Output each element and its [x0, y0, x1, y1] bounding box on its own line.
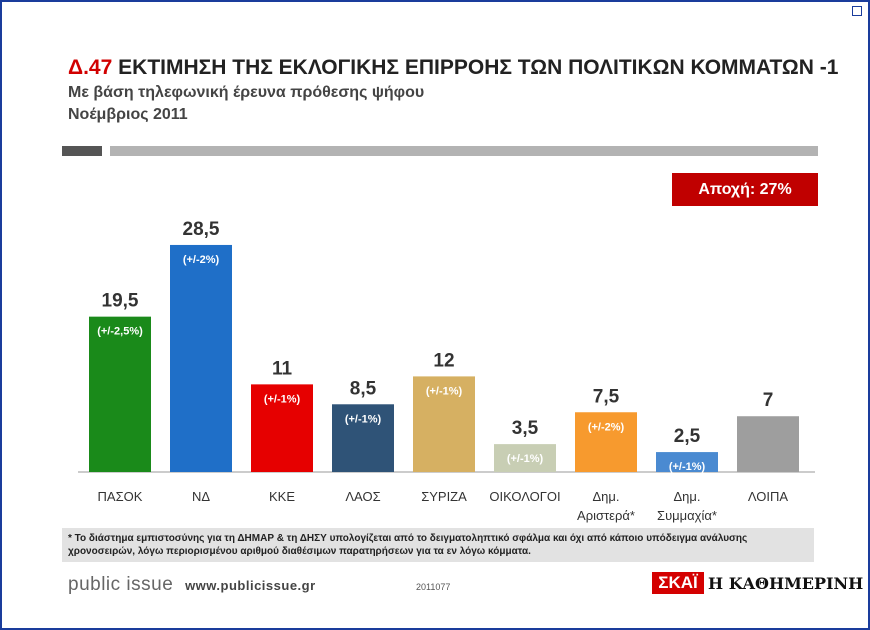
- value-label-9: 7: [763, 390, 774, 411]
- chart-title: Δ.47 ΕΚΤΙΜΗΣΗ ΤΗΣ ΕΚΛΟΓΙΚΗΣ ΕΠΙΡΡΟΗΣ ΤΩΝ…: [68, 56, 838, 80]
- margin-label-5: (+/-1%): [426, 385, 463, 397]
- bar-8: [656, 452, 718, 472]
- kathimerini-logo: Η ΚΑΘΗΜΕΡΙΝΗ: [708, 574, 864, 593]
- category-label-3: ΚΚΕ: [269, 489, 295, 504]
- value-label-7: 7,5: [593, 386, 620, 407]
- value-label-5: 12: [433, 350, 454, 371]
- margin-label-7: (+/-2%): [588, 421, 625, 433]
- margin-label-1: (+/-2,5%): [97, 326, 143, 338]
- category-label-4: ΛΑΟΣ: [345, 489, 380, 504]
- margin-label-2: (+/-2%): [183, 254, 220, 266]
- category-label-5: ΣΥΡΙΖΑ: [421, 489, 467, 504]
- category-label-9: ΛΟΙΠΑ: [748, 489, 789, 504]
- value-label-6: 3,5: [512, 418, 539, 439]
- chart-date: Νοέμβριος 2011: [68, 106, 188, 123]
- bar-9: [737, 416, 799, 472]
- value-label-4: 8,5: [350, 378, 377, 399]
- skai-logo: ΣΚΑΪ: [652, 572, 704, 594]
- bar-5: [413, 376, 475, 472]
- title-code: Δ.47: [68, 56, 113, 79]
- category-label-8: Δημ.: [673, 489, 700, 504]
- value-label-2: 28,5: [183, 219, 220, 240]
- divider-dark: [62, 146, 102, 156]
- category-label-7-line2: Αριστερά*: [577, 508, 635, 523]
- value-label-1: 19,5: [102, 291, 139, 312]
- category-label-6: ΟΙΚΟΛΟΓΟΙ: [489, 489, 560, 504]
- brand: public issue www.publicissue.gr: [68, 574, 316, 596]
- bar-1: [89, 316, 151, 472]
- brand-name: public issue: [68, 574, 174, 595]
- margin-label-6: (+/-1%): [507, 453, 544, 465]
- chart-subtitle: Με βάση τηλεφωνική έρευνα πρόθεσης ψήφου: [68, 84, 425, 101]
- value-label-8: 2,5: [674, 426, 701, 447]
- bar-4: [332, 404, 394, 472]
- category-label-7: Δημ.: [592, 489, 619, 504]
- category-label-8-line2: Συμμαχία*: [657, 508, 717, 523]
- margin-label-4: (+/-1%): [345, 413, 382, 425]
- bar-3: [251, 384, 313, 472]
- divider-light: [110, 146, 818, 156]
- title-text: ΕΚΤΙΜΗΣΗ ΤΗΣ ΕΚΛΟΓΙΚΗΣ ΕΠΙΡΡΟΗΣ ΤΩΝ ΠΟΛΙ…: [118, 56, 839, 79]
- margin-label-3: (+/-1%): [264, 393, 301, 405]
- value-label-3: 11: [272, 358, 293, 379]
- margin-label-8: (+/-1%): [669, 461, 706, 473]
- brand-url[interactable]: www.publicissue.gr: [185, 578, 316, 593]
- footnote: * Το διάστημα εμπιστοσύνης για τη ΔΗΜΑΡ …: [62, 528, 814, 562]
- corner-box: [852, 6, 862, 16]
- report-code: 2011077: [416, 582, 451, 592]
- bar-7: [575, 412, 637, 472]
- bar-2: [170, 244, 232, 472]
- category-label-1: ΠΑΣΟΚ: [98, 489, 143, 504]
- category-label-2: ΝΔ: [192, 489, 210, 504]
- abstain-badge: Αποχή: 27%: [672, 173, 818, 206]
- bar-6: [494, 444, 556, 472]
